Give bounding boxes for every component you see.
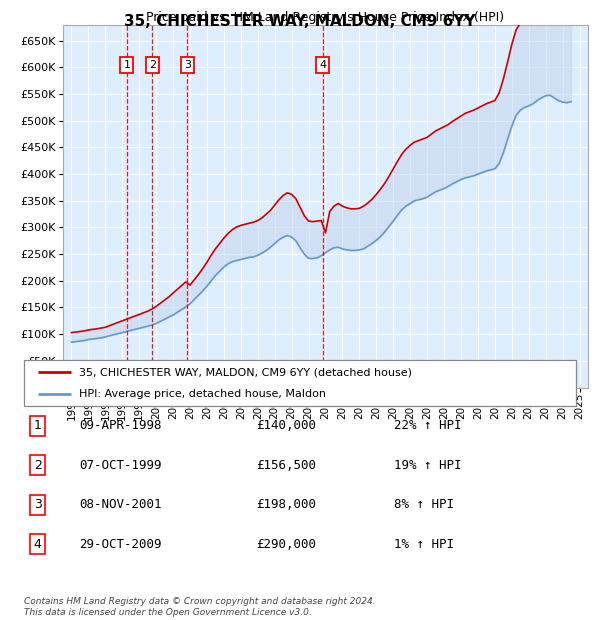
Text: Contains HM Land Registry data © Crown copyright and database right 2024.
This d: Contains HM Land Registry data © Crown c…	[24, 598, 376, 617]
Text: 4: 4	[319, 60, 326, 69]
Text: 4: 4	[34, 538, 42, 551]
Text: 1: 1	[34, 419, 42, 432]
FancyBboxPatch shape	[24, 360, 576, 406]
Title: Price paid vs. HM Land Registry's House Price Index (HPI): Price paid vs. HM Land Registry's House …	[146, 11, 505, 24]
Text: 8% ↑ HPI: 8% ↑ HPI	[394, 498, 454, 511]
Text: £140,000: £140,000	[256, 419, 316, 432]
Text: 35, CHICHESTER WAY, MALDON, CM9 6YY (detached house): 35, CHICHESTER WAY, MALDON, CM9 6YY (det…	[79, 367, 412, 377]
Text: 08-NOV-2001: 08-NOV-2001	[79, 498, 162, 511]
Text: HPI: Average price, detached house, Maldon: HPI: Average price, detached house, Mald…	[79, 389, 326, 399]
Text: 3: 3	[34, 498, 42, 511]
Text: 2: 2	[149, 60, 156, 69]
Text: 35, CHICHESTER WAY, MALDON, CM9 6YY: 35, CHICHESTER WAY, MALDON, CM9 6YY	[124, 14, 476, 29]
Text: £156,500: £156,500	[256, 459, 316, 472]
Text: 09-APR-1998: 09-APR-1998	[79, 419, 162, 432]
Text: 19% ↑ HPI: 19% ↑ HPI	[394, 459, 461, 472]
Text: 3: 3	[184, 60, 191, 69]
Text: £198,000: £198,000	[256, 498, 316, 511]
Text: 07-OCT-1999: 07-OCT-1999	[79, 459, 162, 472]
Text: £290,000: £290,000	[256, 538, 316, 551]
Text: 22% ↑ HPI: 22% ↑ HPI	[394, 419, 461, 432]
Text: 1% ↑ HPI: 1% ↑ HPI	[394, 538, 454, 551]
Text: 2: 2	[34, 459, 42, 472]
Text: 1: 1	[124, 60, 130, 69]
Text: 29-OCT-2009: 29-OCT-2009	[79, 538, 162, 551]
